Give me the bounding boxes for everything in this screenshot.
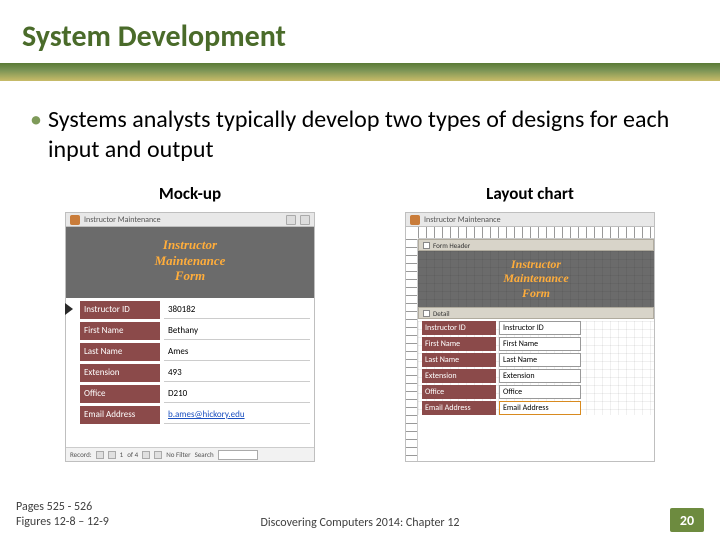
field-value: 380182 [164,301,310,319]
record-label: Record: [70,450,92,459]
layout-detail-area: Instructor ID Instructor ID First Name F… [418,321,654,415]
layout-heading: Layout chart [486,183,574,204]
mockup-header-line3: Form [70,268,310,284]
layout-header-line2: Maintenance [422,271,650,285]
search-label: Search [195,450,214,459]
design-row: First Name First Name [422,337,650,351]
form-row: Office D210 [80,385,310,403]
form-row: Extension 493 [80,364,310,382]
ruler-vertical [406,239,418,461]
close-icon [300,215,310,225]
page-number-badge: 20 [670,508,704,532]
record-marker-icon [65,303,73,315]
footer-figures: Figures 12-8 – 12-9 [16,515,109,530]
design-label: Email Address [422,401,496,415]
search-input [218,450,258,460]
mockup-column: Mock-up Instructor Maintenance Instructo… [40,183,340,462]
mockup-titlebar: Instructor Maintenance [66,213,314,227]
field-value: Bethany [164,322,310,340]
field-label: Extension [80,364,160,382]
design-field: Instructor ID [499,321,581,335]
form-row: Last Name Ames [80,343,310,361]
layout-form-header: Instructor Maintenance Form [418,251,654,307]
form-row: Email Address b.ames@hickory.edu [80,406,310,424]
nav-first-icon [96,451,104,459]
design-canvas: Form Header Instructor Maintenance Form [418,239,654,461]
record-pos: 1 [120,450,124,459]
content-area: Systems analysts typically develop two t… [0,81,720,462]
mockup-nav-bar: Record: 1 of 4 No Filter Search [66,447,314,461]
mockup-heading: Mock-up [159,183,221,204]
field-label: Email Address [80,406,160,424]
field-label: Instructor ID [80,301,160,319]
design-field: Last Name [499,353,581,367]
mockup-window: Instructor Maintenance Instructor Mainte… [65,212,315,462]
footer-left: Pages 525 - 526 Figures 12-8 – 12-9 [16,500,109,530]
field-label: Office [80,385,160,403]
layout-column: Layout chart Instructor Maintenance For [380,183,680,462]
field-value: 493 [164,364,310,382]
mockup-form-header: Instructor Maintenance Form [66,227,314,298]
layout-window-title: Instructor Maintenance [424,215,501,225]
layout-window: Instructor Maintenance Form Header [405,212,655,462]
design-field-selected: Email Address [499,401,581,415]
design-label: Office [422,385,496,399]
footer-pages: Pages 525 - 526 [16,500,109,515]
field-label: First Name [80,322,160,340]
form-row: Instructor ID 380182 [80,301,310,319]
design-field: Extension [499,369,581,383]
field-value: Ames [164,343,310,361]
nav-next-icon [142,451,150,459]
layout-header-line3: Form [422,286,650,300]
layout-titlebar: Instructor Maintenance [406,213,654,227]
section-bar-label: Form Header [433,241,470,250]
footer-center: Discovering Computers 2014: Chapter 12 [260,516,459,530]
nav-prev-icon [108,451,116,459]
field-value: b.ames@hickory.edu [164,406,310,424]
layout-header-line1: Instructor [422,257,650,271]
section-bar-header: Form Header [418,239,654,251]
field-value: D210 [164,385,310,403]
record-of: of 4 [127,450,138,459]
filter-text: No Filter [166,450,190,459]
design-label: Extension [422,369,496,383]
design-workspace: Form Header Instructor Maintenance Form [406,239,654,461]
design-label: First Name [422,337,496,351]
app-icon [410,215,420,225]
design-row: Email Address Email Address [422,401,650,415]
mockup-header-line2: Maintenance [70,253,310,269]
section-bar-label: Detail [433,309,450,318]
two-columns: Mock-up Instructor Maintenance Instructo… [30,183,690,462]
accent-bar [0,63,720,81]
mockup-window-title: Instructor Maintenance [84,215,161,225]
design-row: Office Office [422,385,650,399]
nav-last-icon [154,451,162,459]
ruler-horizontal [418,227,654,239]
app-icon [70,215,80,225]
mockup-form-body: Instructor ID 380182 First Name Bethany … [66,301,314,424]
design-field: Office [499,385,581,399]
form-row: First Name Bethany [80,322,310,340]
bullet-text: Systems analysts typically develop two t… [30,105,690,165]
mockup-header-line1: Instructor [70,237,310,253]
design-label: Last Name [422,353,496,367]
design-label: Instructor ID [422,321,496,335]
design-field: First Name [499,337,581,351]
design-row: Extension Extension [422,369,650,383]
design-row: Last Name Last Name [422,353,650,367]
section-bar-detail: Detail [418,307,654,319]
section-selector-icon [423,242,430,249]
field-label: Last Name [80,343,160,361]
slide-title: System Development [0,0,720,63]
design-row: Instructor ID Instructor ID [422,321,650,335]
minimize-icon [286,215,296,225]
section-selector-icon [423,310,430,317]
